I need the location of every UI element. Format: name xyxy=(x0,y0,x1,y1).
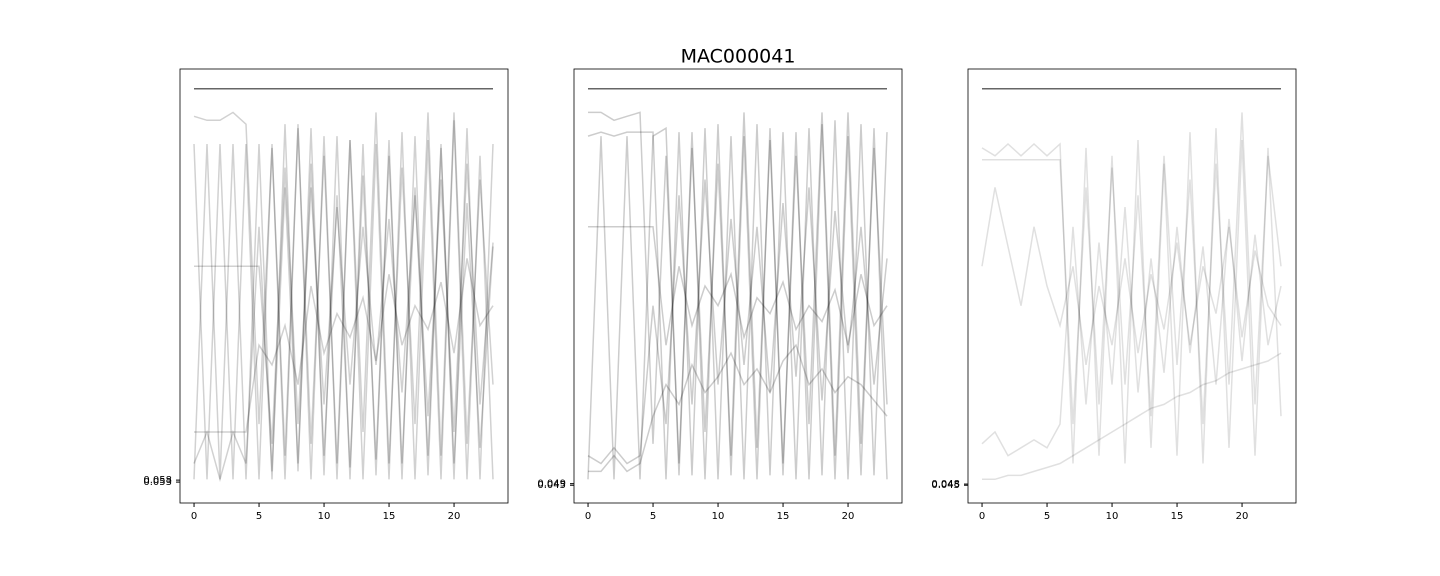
series-line xyxy=(981,128,1282,464)
x-tick-label: 20 xyxy=(1236,511,1249,522)
series-line xyxy=(194,163,494,444)
series-line xyxy=(981,207,1282,457)
series-line xyxy=(982,352,1282,481)
axes-frame xyxy=(573,68,903,504)
series-line xyxy=(193,120,494,480)
y-tick-label: 0.048 xyxy=(931,479,960,490)
series-line xyxy=(194,258,494,433)
series-line xyxy=(588,111,888,464)
series-line xyxy=(193,111,494,464)
series-line xyxy=(588,343,888,473)
x-tick-label: 0 xyxy=(191,511,197,522)
y-tick-label: 0.049 xyxy=(537,479,566,490)
series-line xyxy=(587,124,888,480)
series-line xyxy=(193,124,494,480)
x-tick-label: 0 xyxy=(585,511,591,522)
x-tick-label: 5 xyxy=(650,511,656,522)
series-line xyxy=(587,120,888,480)
series-line xyxy=(193,147,494,483)
series-line xyxy=(982,112,1282,425)
x-tick-label: 10 xyxy=(318,511,331,522)
x-tick-label: 10 xyxy=(1106,511,1119,522)
x-tick-label: 15 xyxy=(1171,511,1184,522)
axes-frame xyxy=(967,68,1297,504)
series-line xyxy=(587,179,888,465)
series-line xyxy=(981,187,1282,366)
axes-frame xyxy=(179,68,509,504)
x-tick-label: 10 xyxy=(712,511,725,522)
x-tick-label: 15 xyxy=(383,511,396,522)
figure-title: MAC000041 xyxy=(681,46,796,68)
series-line xyxy=(588,226,888,346)
x-tick-label: 5 xyxy=(256,511,262,522)
y-tick-label: 0.045 xyxy=(931,480,960,491)
x-tick-label: 20 xyxy=(842,511,855,522)
x-tick-label: 15 xyxy=(777,511,790,522)
y-tick-label: 0.058 xyxy=(143,475,172,486)
x-tick-label: 20 xyxy=(448,511,461,522)
x-tick-label: 0 xyxy=(979,511,985,522)
x-tick-label: 5 xyxy=(1044,511,1050,522)
y-tick-label: 0.045 xyxy=(537,480,566,491)
y-tick-label: 0.053 xyxy=(143,477,172,488)
